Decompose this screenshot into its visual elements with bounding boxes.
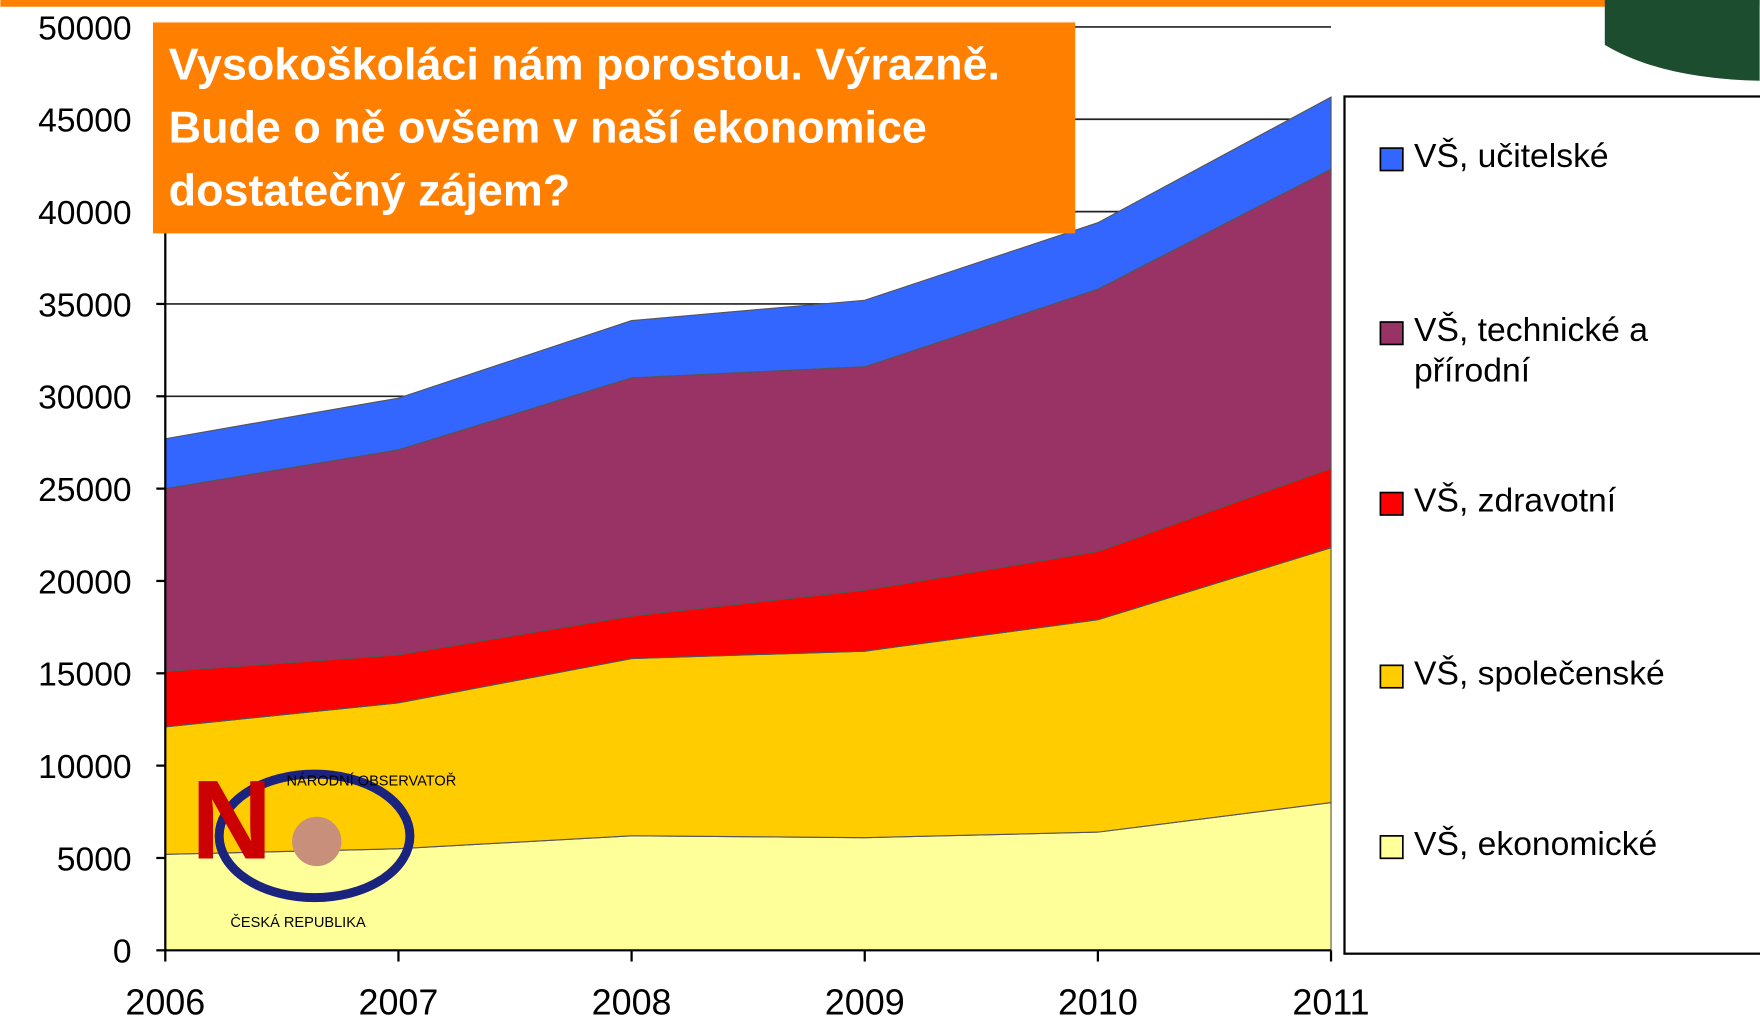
y-tick-label: 50000 xyxy=(38,10,132,47)
x-tick-label: 2011 xyxy=(1292,982,1369,1021)
legend-item: VŠ, ekonomické xyxy=(1414,825,1658,863)
y-tick-label: 25000 xyxy=(38,472,132,509)
y-tick-label: 40000 xyxy=(38,195,132,232)
logo-ring xyxy=(214,769,415,903)
legend-label: VŠ, učitelské xyxy=(1414,138,1609,176)
logo-ball xyxy=(292,816,342,867)
legend-swatch xyxy=(1379,664,1404,689)
legend-box xyxy=(1343,95,1760,955)
legend-swatch xyxy=(1379,835,1404,860)
y-tick-label: 20000 xyxy=(38,564,132,601)
logo-letter: N xyxy=(191,756,272,882)
legend-label: VŠ, technické a přírodní xyxy=(1414,311,1648,390)
legend-swatch xyxy=(1379,147,1404,172)
y-tick-label: 30000 xyxy=(38,380,132,417)
legend-swatch xyxy=(1379,491,1404,516)
top-bar xyxy=(0,0,1760,7)
legend-item: VŠ, společenské xyxy=(1414,655,1665,693)
title-box xyxy=(152,22,1076,234)
x-tick-label: 2006 xyxy=(125,982,205,1021)
logo-top: NÁRODNÍ OBSERVATOŘ xyxy=(286,772,456,789)
legend-item: VŠ, zdravotní xyxy=(1414,482,1617,520)
y-tick-label: 15000 xyxy=(38,657,132,694)
logo: N NÁRODNÍ OBSERVATOŘ ČESKÁ REPUBLIKA xyxy=(191,756,456,930)
logo-bottom: ČESKÁ REPUBLIKA xyxy=(230,914,366,931)
corner-logo xyxy=(1604,0,1760,81)
y-tick-label: 10000 xyxy=(38,749,132,786)
x-tick-label: 2009 xyxy=(825,982,905,1021)
legend-swatch xyxy=(1379,321,1404,346)
legend-label: VŠ, zdravotní xyxy=(1414,482,1617,520)
legend-item: VŠ, technické a přírodní xyxy=(1414,311,1648,390)
title-wrap: Vysokoškoláci nám porostou. Výrazně. Bud… xyxy=(168,40,1001,216)
legend-label: VŠ, společenské xyxy=(1414,655,1665,693)
y-tick-label: 45000 xyxy=(38,103,132,140)
y-tick-label: 5000 xyxy=(57,841,132,878)
x-tick-label: 2010 xyxy=(1058,982,1138,1021)
legend-item: VŠ, učitelské xyxy=(1414,138,1609,176)
y-tick-label: 35000 xyxy=(38,287,132,324)
legend-label: VŠ, ekonomické xyxy=(1414,825,1658,863)
y-tick-label: 0 xyxy=(113,934,132,971)
area xyxy=(164,96,1332,490)
chart-title: Vysokoškoláci nám porostou. Výrazně. Bud… xyxy=(168,40,1001,216)
x-tick-label: 2008 xyxy=(592,982,672,1021)
x-tick-label: 2007 xyxy=(359,982,439,1021)
